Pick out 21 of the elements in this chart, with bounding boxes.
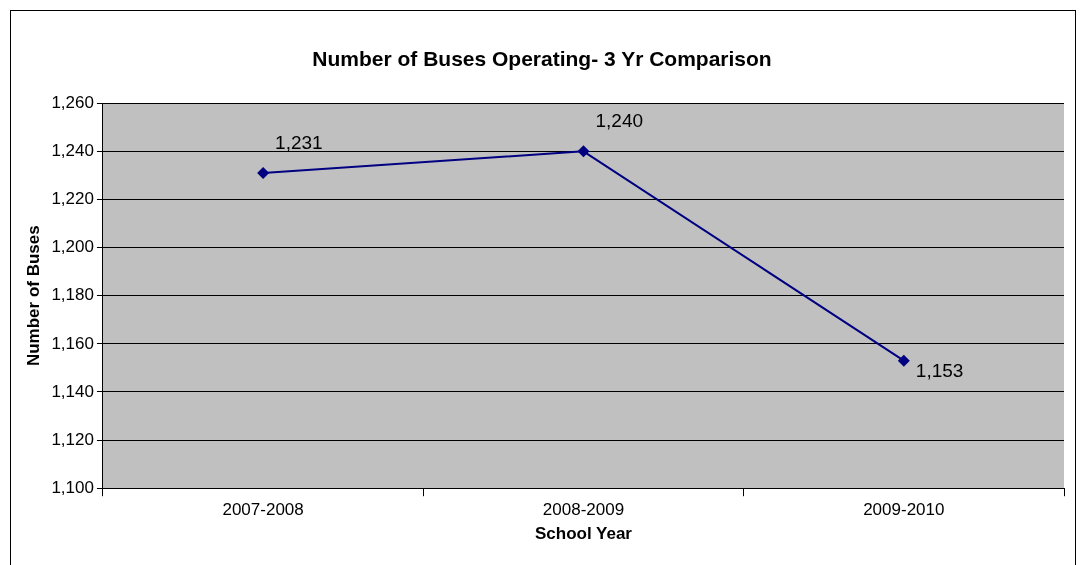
- y-tick-label: 1,120: [51, 429, 94, 449]
- y-tick-label: 1,100: [51, 477, 94, 497]
- x-tick-label: 2007-2008: [222, 500, 304, 520]
- y-tick-label: 1,200: [51, 237, 94, 257]
- y-tick-label: 1,240: [51, 141, 94, 161]
- y-tick-label: 1,180: [51, 285, 94, 305]
- y-tick-label: 1,140: [51, 381, 94, 401]
- y-axis-title: Number of Buses: [23, 225, 43, 367]
- point: [257, 166, 270, 179]
- point: [577, 145, 590, 158]
- y-tick-label: 1,260: [51, 92, 94, 112]
- data-label: 1,231: [275, 131, 323, 153]
- y-tick-label: 1,160: [51, 333, 94, 353]
- chart-title: Number of Buses Operating- 3 Yr Comparison: [312, 47, 772, 71]
- x-axis-title: School Year: [534, 524, 633, 544]
- data-label: 1,240: [595, 110, 644, 132]
- x-tick-label: 2009-2010: [863, 500, 945, 520]
- point: [897, 354, 910, 367]
- data-label: 1,153: [915, 360, 964, 382]
- x-tick-label: 2008-2009: [542, 500, 625, 520]
- y-tick-label: 1,220: [51, 189, 94, 209]
